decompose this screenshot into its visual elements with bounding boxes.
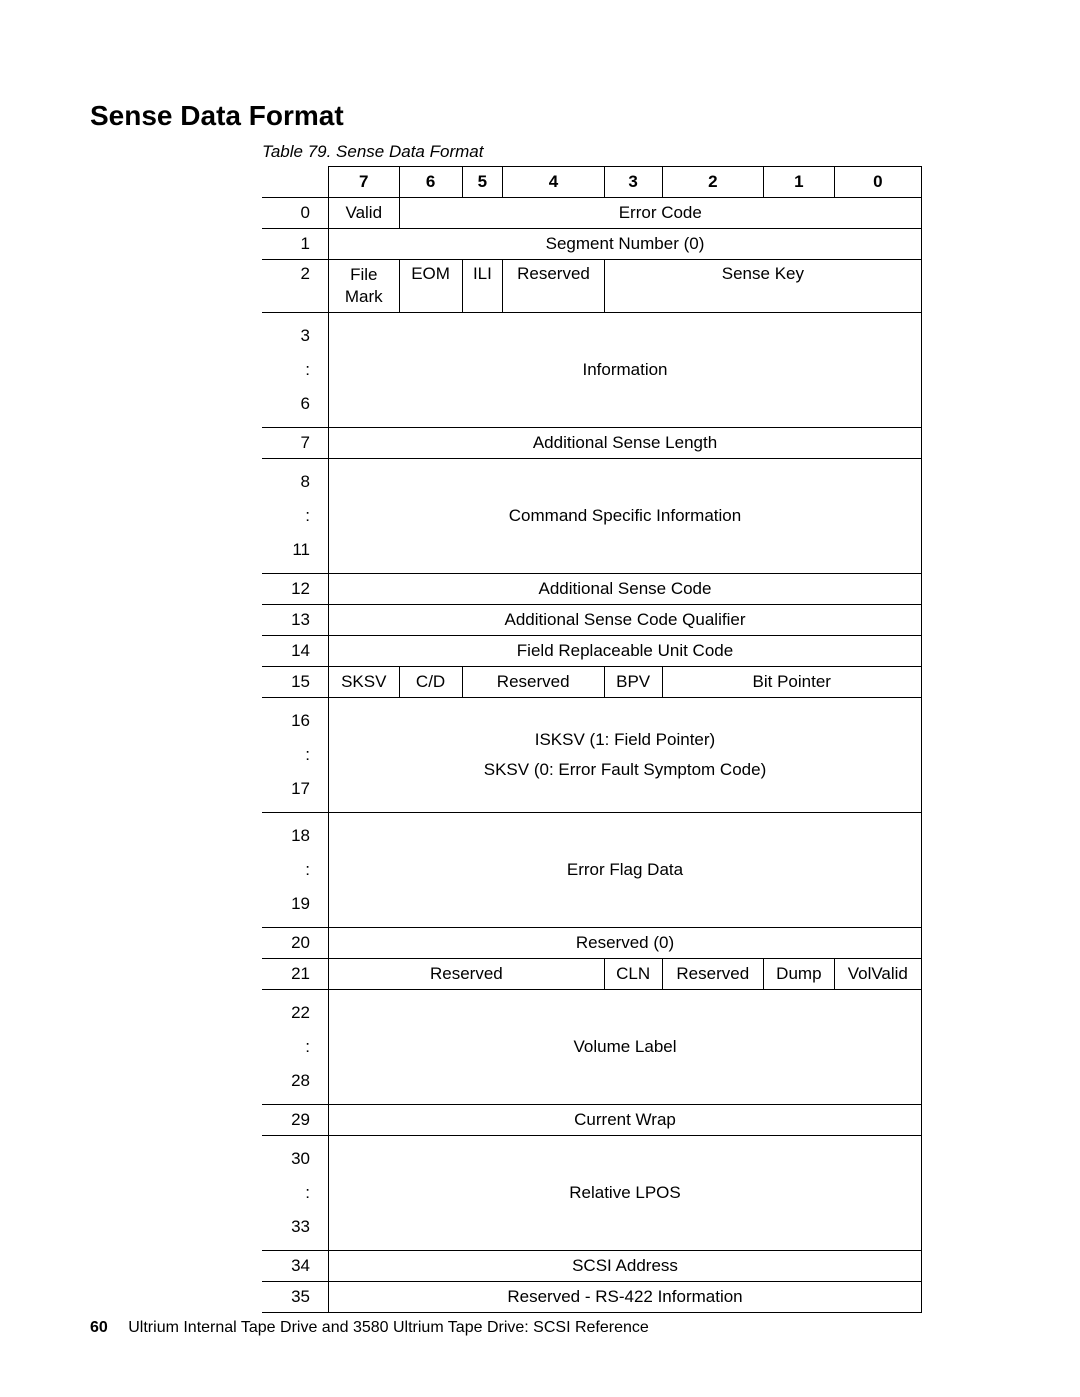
dump-cell: Dump [764,959,835,990]
byte-range: 22:28 [262,990,329,1105]
page-footer: 60 Ultrium Internal Tape Drive and 3580 … [90,1319,649,1337]
ascq-cell: Additional Sense Code Qualifier [329,605,922,636]
corner-cell [262,167,329,198]
table-row: 14 Field Replaceable Unit Code [262,636,922,667]
byte-index: 21 [262,959,329,990]
table-row: 2 FileMark EOM ILI Reserved Sense Key [262,260,922,313]
byte-range: 18:19 [262,813,329,928]
table-row: 22:28 Volume Label [262,990,922,1105]
table-row: 18:19 Error Flag Data [262,813,922,928]
information-cell: Information [329,313,922,428]
bit-4: 4 [503,167,605,198]
command-specific-info-cell: Command Specific Information [329,459,922,574]
table-row: 8:11 Command Specific Information [262,459,922,574]
bit-7: 7 [329,167,400,198]
error-code-cell: Error Code [399,198,921,229]
table-row: 0 Valid Error Code [262,198,922,229]
bpv-cell: BPV [604,667,662,698]
current-wrap-cell: Current Wrap [329,1105,922,1136]
byte-index: 14 [262,636,329,667]
reserved-cell: Reserved [329,959,605,990]
segment-number-cell: Segment Number (0) [329,229,922,260]
table-row: 34 SCSI Address [262,1251,922,1282]
header-row: 7 6 5 4 3 2 1 0 [262,167,922,198]
sense-key-cell: Sense Key [604,260,921,313]
table-row: 20 Reserved (0) [262,928,922,959]
footer-text: Ultrium Internal Tape Drive and 3580 Ult… [128,1319,649,1336]
byte-range: 3:6 [262,313,329,428]
sense-data-format-table: 7 6 5 4 3 2 1 0 0 Valid Error Code 1 Seg… [262,166,922,1313]
error-flag-data-cell: Error Flag Data [329,813,922,928]
byte-index: 29 [262,1105,329,1136]
scsi-address-cell: SCSI Address [329,1251,922,1282]
bit-1: 1 [764,167,835,198]
bit-pointer-cell: Bit Pointer [662,667,921,698]
ili-cell: ILI [462,260,503,313]
bit-2: 2 [662,167,764,198]
reserved-cell: Reserved [662,959,764,990]
cln-cell: CLN [604,959,662,990]
table-row: 7 Additional Sense Length [262,428,922,459]
byte-index: 20 [262,928,329,959]
table-row: 15 SKSV C/D Reserved BPV Bit Pointer [262,667,922,698]
byte-index: 7 [262,428,329,459]
table-row: 35 Reserved - RS-422 Information [262,1282,922,1313]
eom-cell: EOM [399,260,462,313]
section-title: Sense Data Format [90,100,990,132]
reserved-cell: Reserved [503,260,605,313]
bit-0: 0 [834,167,921,198]
sksv-cell: SKSV [329,667,400,698]
relative-lpos-cell: Relative LPOS [329,1136,922,1251]
byte-index: 12 [262,574,329,605]
table-row: 29 Current Wrap [262,1105,922,1136]
table-row: 1 Segment Number (0) [262,229,922,260]
reserved-0-cell: Reserved (0) [329,928,922,959]
reserved-cell: Reserved [462,667,604,698]
additional-sense-length-cell: Additional Sense Length [329,428,922,459]
table-row: 16:17 ISKSV (1: Field Pointer) SKSV (0: … [262,698,922,813]
cd-cell: C/D [399,667,462,698]
table-row: 30:33 Relative LPOS [262,1136,922,1251]
table-row: 21 Reserved CLN Reserved Dump VolValid [262,959,922,990]
valid-cell: Valid [329,198,400,229]
bit-6: 6 [399,167,462,198]
volume-label-cell: Volume Label [329,990,922,1105]
byte-index: 2 [262,260,329,313]
byte-index: 0 [262,198,329,229]
fru-code-cell: Field Replaceable Unit Code [329,636,922,667]
additional-sense-code-cell: Additional Sense Code [329,574,922,605]
page-number: 60 [90,1319,108,1336]
byte-range: 30:33 [262,1136,329,1251]
volvalid-cell: VolValid [834,959,921,990]
sksv-detail-cell: ISKSV (1: Field Pointer) SKSV (0: Error … [329,698,922,813]
table-row: 12 Additional Sense Code [262,574,922,605]
byte-range: 8:11 [262,459,329,574]
file-mark-cell: FileMark [329,260,400,313]
table-caption: Table 79. Sense Data Format [262,142,990,162]
byte-index: 35 [262,1282,329,1313]
bit-5: 5 [462,167,503,198]
rs422-cell: Reserved - RS-422 Information [329,1282,922,1313]
byte-index: 13 [262,605,329,636]
byte-index: 34 [262,1251,329,1282]
table-row: 3:6 Information [262,313,922,428]
byte-index: 1 [262,229,329,260]
bit-3: 3 [604,167,662,198]
byte-index: 15 [262,667,329,698]
table-row: 13 Additional Sense Code Qualifier [262,605,922,636]
byte-range: 16:17 [262,698,329,813]
